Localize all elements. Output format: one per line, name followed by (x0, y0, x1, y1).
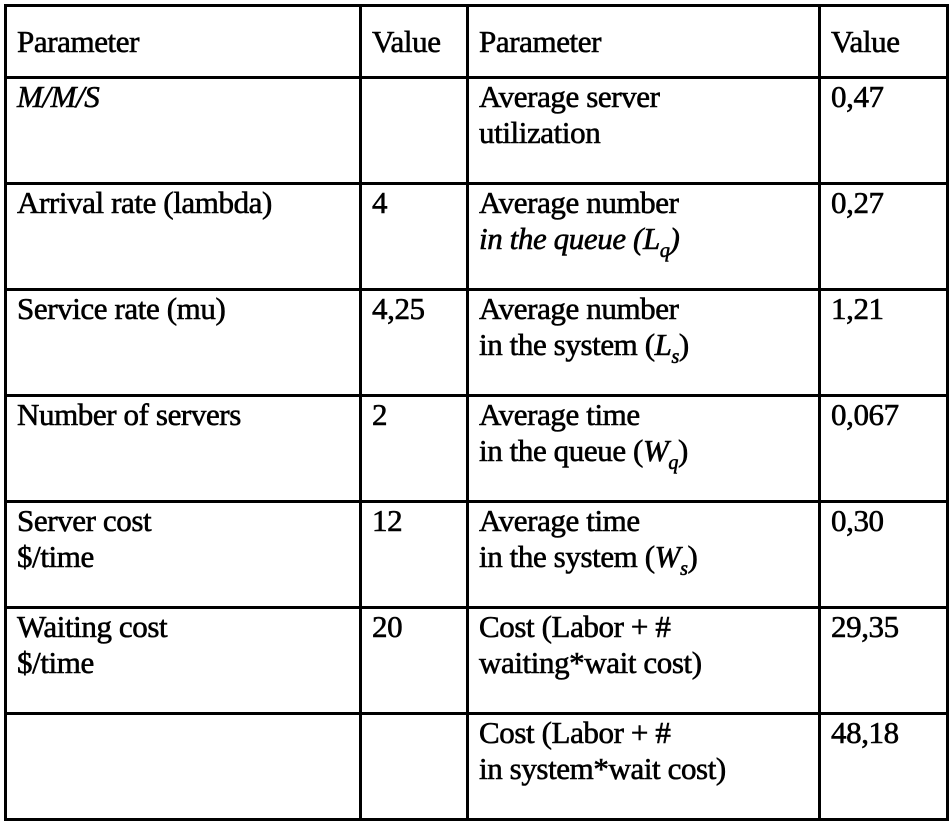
right-param-line: utilization (479, 115, 601, 151)
right-param-cell: Average time in the queue (Wq) (466, 394, 821, 503)
left-param-line: Server cost (17, 503, 152, 539)
right-param-text: in the system ( (479, 327, 656, 363)
left-value-cell (359, 76, 469, 185)
table-row: Cost (Labor + # in system*wait cost) 48,… (4, 712, 949, 821)
right-param-cell: Average time in the system (Ws) (466, 500, 821, 609)
left-value-cell: 20 (359, 606, 469, 715)
formula-subscript: q (668, 452, 679, 475)
left-param-cell: Waiting cost $/time (4, 606, 362, 715)
left-param-line: $/time (17, 539, 95, 575)
right-param-line: Average number (479, 185, 680, 221)
left-param-text: Arrival rate (lambda) (17, 185, 273, 221)
formula-subscript: s (671, 346, 679, 369)
right-value-cell: 29,35 (818, 606, 949, 715)
header-value-left: Value (359, 4, 469, 79)
table-row: Arrival rate (lambda) 4 Average number i… (4, 182, 949, 291)
right-param-cell: Cost (Labor + # in system*wait cost) (466, 712, 821, 821)
right-param-text: in the system ( (479, 539, 656, 575)
queue-parameters-table: Parameter Value Parameter Value M/M/S Av… (4, 4, 949, 821)
right-param-line: Average server (479, 79, 661, 115)
formula-close: ) (678, 327, 690, 363)
left-value-cell: 2 (359, 394, 469, 503)
right-param-cell: Average number in the queue (Lq) (466, 182, 821, 291)
left-param-cell: Arrival rate (lambda) (4, 182, 362, 291)
formula-symbol: W (654, 539, 681, 575)
right-value-cell: 0,30 (818, 500, 949, 609)
right-param-line: in system*wait cost) (479, 751, 727, 787)
table-row: Number of servers 2 Average time in the … (4, 394, 949, 503)
right-param-line: in the queue (Wq) (479, 433, 808, 481)
formula-close: ) (687, 539, 698, 575)
right-param-text: in the queue ( (479, 221, 644, 257)
right-param-cell: Cost (Labor + # waiting*wait cost) (466, 606, 821, 715)
right-value-cell: 1,21 (818, 288, 949, 397)
table-row: Service rate (mu) 4,25 Average number in… (4, 288, 949, 397)
right-param-line: in the system (Ls) (479, 327, 808, 375)
formula-close: ) (669, 221, 680, 257)
left-value-cell: 4 (359, 182, 469, 291)
header-parameter-right: Parameter (466, 4, 821, 79)
right-param-line: Average time (479, 397, 641, 433)
left-param-line: $/time (17, 645, 95, 681)
right-param-line: in the system (Ws) (479, 539, 808, 587)
right-param-line: Average time (479, 503, 641, 539)
right-param-line: Cost (Labor + # (479, 609, 671, 645)
right-param-line: in the queue (Lq) (479, 221, 808, 269)
header-parameter-left: Parameter (4, 4, 362, 79)
formula-subscript: q (659, 240, 671, 263)
left-param-text: M/M/S (17, 79, 100, 115)
formula-subscript: s (680, 558, 688, 581)
right-param-line: Cost (Labor + # (479, 715, 671, 751)
table-row: Waiting cost $/time 20 Cost (Labor + # w… (4, 606, 949, 715)
left-param-text: Number of servers (17, 397, 242, 433)
right-value-cell: 48,18 (818, 712, 949, 821)
right-value-cell: 0,27 (818, 182, 949, 291)
right-param-cell: Average server utilization (466, 76, 821, 185)
header-value-right: Value (818, 4, 949, 79)
formula-close: ) (678, 433, 689, 469)
right-param-text: in the queue ( (479, 433, 644, 469)
right-value-cell: 0,47 (818, 76, 949, 185)
right-value-cell: 0,067 (818, 394, 949, 503)
right-param-line: Average number (479, 291, 680, 327)
left-value-cell (359, 712, 469, 821)
left-param-text: Service rate (mu) (17, 291, 226, 327)
formula-symbol: L (654, 327, 672, 363)
table-row: M/M/S Average server utilization 0,47 (4, 76, 949, 185)
left-param-line: Waiting cost (17, 609, 168, 645)
left-value-cell: 12 (359, 500, 469, 609)
right-param-cell: Average number in the system (Ls) (466, 288, 821, 397)
left-param-cell: Server cost $/time (4, 500, 362, 609)
left-param-cell (4, 712, 362, 821)
table-row: Server cost $/time 12 Average time in th… (4, 500, 949, 609)
left-value-cell: 4,25 (359, 288, 469, 397)
left-param-cell: M/M/S (4, 76, 362, 185)
formula-symbol: W (642, 433, 669, 469)
left-param-cell: Number of servers (4, 394, 362, 503)
header-row: Parameter Value Parameter Value (4, 4, 949, 79)
left-param-cell: Service rate (mu) (4, 288, 362, 397)
formula-symbol: L (642, 221, 661, 257)
right-param-line: waiting*wait cost) (479, 645, 703, 681)
